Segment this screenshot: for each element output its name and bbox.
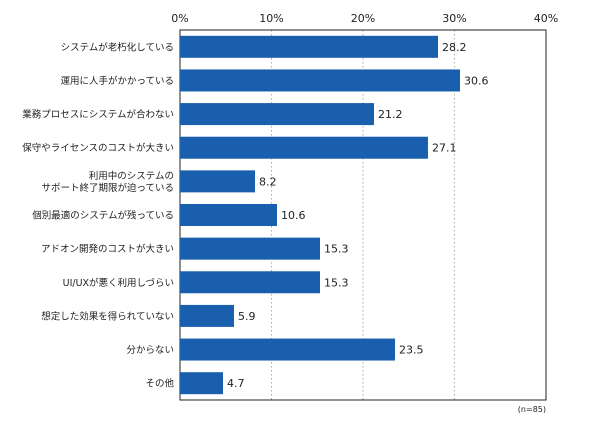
bar (180, 204, 277, 226)
value-label: 4.7 (227, 377, 245, 390)
category-label: 業務プロセスにシステムが合わない (22, 109, 174, 121)
x-tick-label: 40% (534, 12, 558, 25)
bar (180, 136, 428, 159)
value-label: 15.3 (324, 243, 349, 256)
bar (180, 338, 396, 361)
x-tick-labels: 0% 10% 20% 30% 40% (171, 12, 558, 25)
bar (180, 103, 374, 126)
value-labels: 28.2 30.6 21.2 27.1 8.2 10.6 15.3 15.3 5.9 23.5 4.… (227, 41, 488, 390)
bar (180, 69, 460, 92)
value-label: 5.9 (238, 310, 256, 323)
value-label: 27.1 (432, 142, 457, 155)
x-tick-label: 10% (259, 12, 283, 25)
bar (180, 237, 320, 260)
sample-size-note: (n=85) (518, 405, 546, 414)
category-label: 運用に人手がかかっている (60, 75, 174, 87)
value-label: 30.6 (464, 74, 489, 87)
category-label: 想定した効果を得られていない (41, 310, 174, 322)
category-label: アドオン開発のコストが大きい (41, 243, 174, 255)
bar (180, 304, 234, 327)
category-label: UI/UXが悪く利用しづらい (63, 277, 174, 289)
bar (180, 372, 224, 395)
value-label: 15.3 (324, 276, 349, 289)
category-label: 個別最適のシステムが残っている (32, 210, 174, 222)
bar (180, 271, 320, 294)
category-label: 分からない (126, 345, 174, 356)
bars (180, 35, 460, 395)
category-label: 保守やライセンスのコストが大きい (22, 142, 174, 154)
value-label: 10.6 (281, 209, 306, 222)
category-label: システムが老朽化している (61, 41, 174, 53)
bar (180, 35, 439, 58)
category-label: その他 (145, 378, 174, 390)
category-label: 利用中のシステムのサポート終了期限が迫っている (41, 170, 174, 194)
x-tick-label: 30% (442, 12, 466, 25)
value-label: 21.2 (378, 108, 403, 121)
bar (180, 170, 256, 193)
value-label: 8.2 (259, 175, 277, 188)
x-tick-label: 20% (351, 12, 375, 25)
value-label: 23.5 (399, 344, 424, 357)
x-tick-label: 0% (171, 12, 188, 25)
category-labels: システムが老朽化している運用に人手がかかっている業務プロセスにシステムが合わない… (22, 41, 174, 389)
value-label: 28.2 (442, 41, 467, 54)
